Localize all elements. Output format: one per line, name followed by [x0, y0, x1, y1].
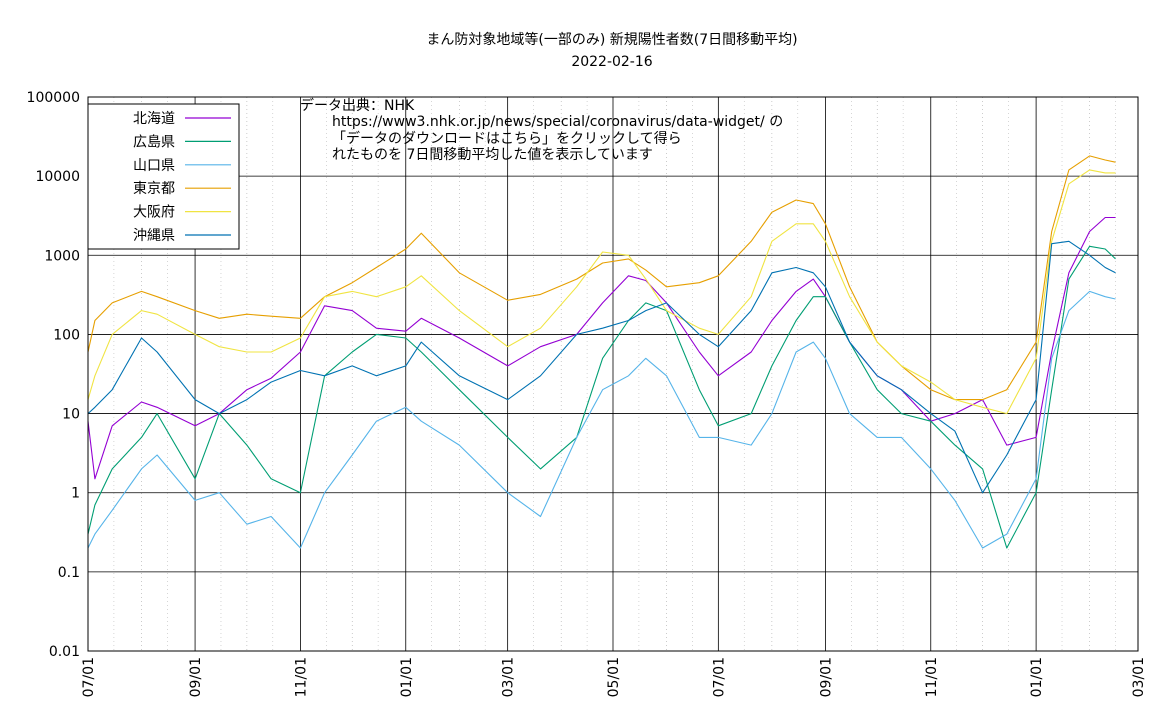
- series-line: [87, 290, 1116, 549]
- y-tick-label: 1000: [44, 248, 80, 264]
- x-axis-ticks: 07/01 09/01 11/01 01/01 03/01 05/01 07/01 09/01…: [81, 657, 1147, 697]
- annotation-line: https://www3.nhk.or.jp/news/special/coro…: [332, 114, 783, 130]
- x-tick-label: 01/01: [399, 657, 415, 697]
- x-tick-label: 11/01: [293, 657, 309, 697]
- y-tick-label: 10000: [35, 169, 80, 185]
- series-lines: [87, 155, 1116, 549]
- series-line: [87, 245, 1116, 549]
- legend-label: 大阪府: [133, 205, 175, 221]
- y-tick-label: 0.01: [49, 644, 80, 660]
- series-line: [87, 169, 1116, 415]
- x-tick-label: 05/01: [606, 657, 622, 697]
- x-tick-label: 09/01: [188, 657, 204, 697]
- x-tick-label: 11/01: [924, 657, 940, 697]
- y-tick-label: 0.1: [58, 565, 80, 581]
- legend-box: [87, 103, 240, 250]
- legend-label: 北海道: [133, 111, 175, 127]
- series-line: [87, 240, 1116, 494]
- x-tick-label: 03/01: [1131, 657, 1147, 697]
- annotation-line: データ出典：NHK: [300, 97, 415, 114]
- y-tick-label: 100000: [27, 90, 80, 106]
- x-tick-label: 09/01: [818, 657, 834, 697]
- source-annotation: データ出典：NHK https://www3.nhk.or.jp/news/sp…: [300, 97, 783, 163]
- legend-label: 東京都: [133, 181, 175, 197]
- x-tick-label: 03/01: [501, 657, 517, 697]
- annotation-line: 「データのダウンロードはこちら」をクリックして得ら: [332, 130, 682, 147]
- y-tick-label: 1: [71, 486, 80, 502]
- x-tick-label: 07/01: [81, 657, 97, 697]
- chart-subtitle: 2022-02-16: [571, 54, 652, 70]
- y-tick-label: 100: [53, 327, 80, 343]
- series-line: [87, 155, 1116, 401]
- x-tick-label: 01/01: [1029, 657, 1045, 697]
- legend-label: 山口県: [133, 158, 175, 174]
- legend-label: 広島県: [133, 134, 175, 150]
- chart-title: まん防対象地域等(一部のみ) 新規陽性者数(7日間移動平均): [426, 31, 797, 48]
- grid-layer: [87, 96, 1139, 652]
- legend-label: 沖縄県: [133, 228, 175, 244]
- y-axis-ticks: 0.01 0.1 1 10 100 1000 10000 100000: [27, 90, 80, 660]
- y-tick-label: 10: [62, 407, 80, 423]
- annotation-line: れたものを 7日間移動平均した値を表示しています: [332, 147, 653, 163]
- plot-frame: [87, 96, 1139, 652]
- x-tick-label: 07/01: [711, 657, 727, 697]
